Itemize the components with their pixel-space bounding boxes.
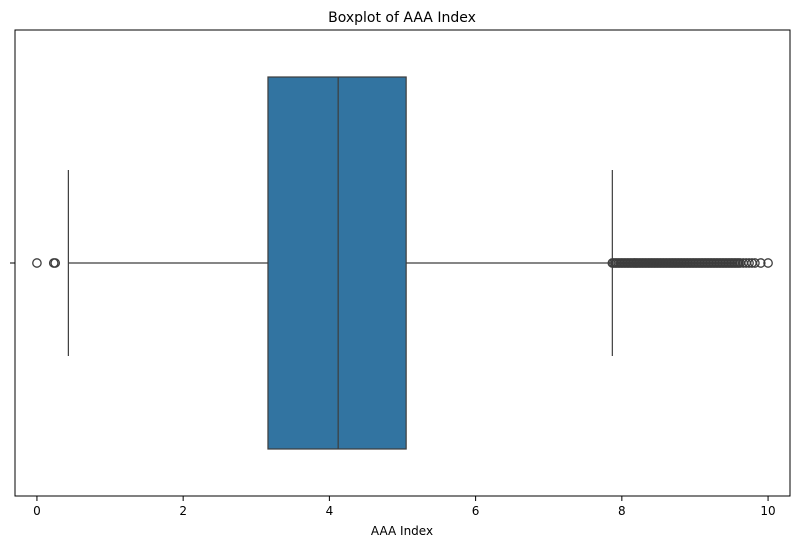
outlier-point <box>763 258 773 268</box>
x-tick-label: 2 <box>179 504 187 518</box>
outlier-point <box>32 258 42 268</box>
x-tick-label: 4 <box>326 504 334 518</box>
x-tick-label: 10 <box>760 504 775 518</box>
x-tick-label: 6 <box>472 504 480 518</box>
outlier-point <box>50 258 61 268</box>
outlier-point <box>744 258 754 268</box>
x-tick-label: 0 <box>33 504 41 518</box>
iqr-box <box>267 76 407 450</box>
outlier-point <box>755 258 766 268</box>
chart-title: Boxplot of AAA Index <box>328 10 476 26</box>
x-axis-label: AAA Index <box>371 524 433 538</box>
outlier-point <box>750 258 760 268</box>
plot-layer <box>32 76 773 450</box>
x-tick-label: 8 <box>618 504 626 518</box>
x-ticks: 0 2 4 6 8 10 <box>33 496 776 518</box>
